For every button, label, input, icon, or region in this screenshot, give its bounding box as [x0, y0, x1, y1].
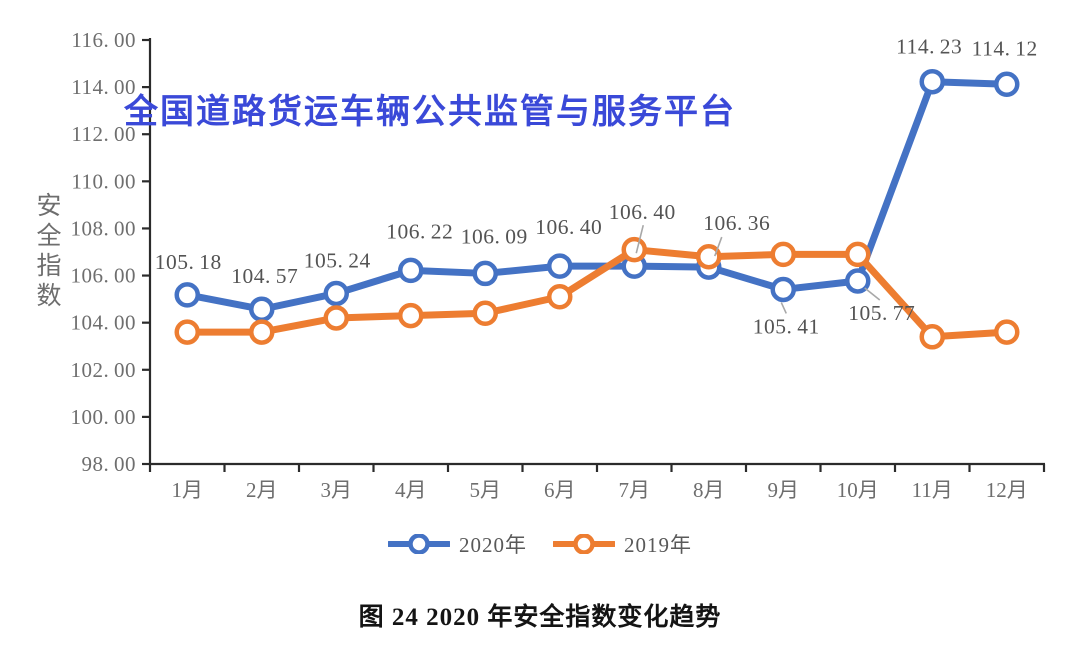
svg-text:3月: 3月 [321, 478, 353, 502]
svg-text:108. 00: 108. 00 [71, 216, 136, 240]
svg-text:7月: 7月 [619, 478, 651, 502]
svg-text:9月: 9月 [768, 478, 800, 502]
svg-text:112. 00: 112. 00 [71, 122, 136, 146]
svg-text:116. 00: 116. 00 [71, 28, 136, 52]
svg-text:114. 00: 114. 00 [71, 75, 136, 99]
svg-text:106. 36: 106. 36 [703, 211, 770, 235]
svg-text:102. 00: 102. 00 [71, 358, 136, 382]
svg-text:105. 18: 105. 18 [155, 250, 222, 274]
svg-text:106. 40: 106. 40 [535, 215, 602, 239]
legend-item-2020: 2020年 [388, 529, 527, 559]
legend-label-2019: 2019年 [624, 533, 692, 557]
figure-caption: 图 24 2020 年安全指数变化趋势 [358, 604, 722, 631]
svg-text:2月: 2月 [246, 478, 278, 502]
svg-text:5月: 5月 [470, 478, 502, 502]
svg-text:105. 41: 105. 41 [753, 314, 820, 338]
watermark-text: 全国道路货运车辆公共监管与服务平台 [124, 93, 736, 131]
safety-index-line-chart: 116. 00 114. 00 112. 00 110. 00 108. 00 106. … [71, 28, 1046, 502]
svg-text:10月: 10月 [837, 478, 879, 502]
legend-label-2020: 2020年 [459, 533, 527, 557]
svg-text:98. 00: 98. 00 [82, 452, 136, 476]
svg-text:12月: 12月 [986, 478, 1028, 502]
legend-marker-2020-icon [388, 534, 450, 554]
legend-marker-2019-icon [553, 534, 615, 554]
svg-text:104. 57: 104. 57 [231, 264, 298, 288]
chart-legend: 2020年 2019年 [0, 529, 1080, 559]
svg-text:106. 40: 106. 40 [609, 200, 676, 224]
svg-text:106. 22: 106. 22 [386, 219, 453, 243]
svg-text:4月: 4月 [395, 478, 427, 502]
svg-text:11月: 11月 [912, 478, 953, 502]
svg-text:106. 09: 106. 09 [461, 224, 528, 248]
svg-text:114. 12: 114. 12 [972, 36, 1038, 60]
svg-text:105. 77: 105. 77 [848, 301, 915, 325]
svg-text:105. 24: 105. 24 [304, 248, 371, 272]
svg-text:6月: 6月 [544, 478, 576, 502]
svg-text:104. 00: 104. 00 [71, 311, 136, 335]
svg-text:8月: 8月 [693, 478, 725, 502]
legend-item-2019: 2019年 [553, 529, 692, 559]
y-axis-title: 安全指数 [33, 192, 60, 312]
svg-text:100. 00: 100. 00 [71, 405, 136, 429]
svg-text:110. 00: 110. 00 [71, 169, 136, 193]
svg-text:106. 00: 106. 00 [71, 264, 136, 288]
svg-text:1月: 1月 [172, 478, 204, 502]
svg-text:114. 23: 114. 23 [896, 35, 962, 59]
